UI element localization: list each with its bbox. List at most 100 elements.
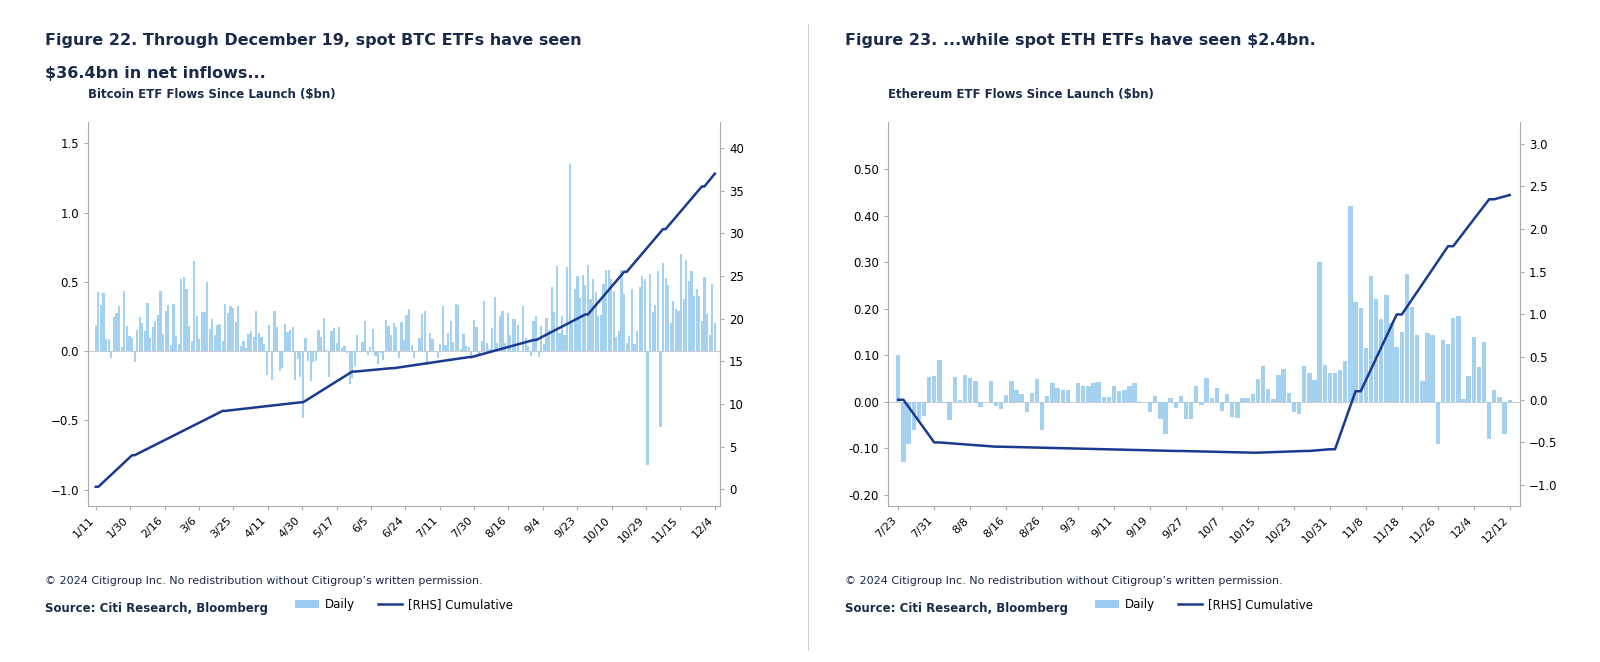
Bar — [1286, 393, 1291, 402]
Bar — [126, 326, 128, 351]
Bar — [1486, 402, 1491, 439]
Bar — [1075, 383, 1080, 402]
Bar — [1384, 295, 1389, 402]
Bar — [530, 351, 533, 355]
Bar — [517, 324, 518, 351]
Bar — [382, 351, 384, 359]
Bar — [253, 337, 254, 351]
Bar — [550, 287, 552, 351]
Bar — [432, 339, 434, 351]
Bar — [1493, 391, 1496, 402]
Bar — [709, 335, 710, 351]
Bar — [154, 322, 157, 351]
Bar — [597, 316, 600, 351]
Bar — [1374, 299, 1378, 402]
Bar — [1370, 276, 1373, 402]
Bar — [229, 306, 232, 351]
Bar — [1317, 262, 1322, 402]
Bar — [1282, 369, 1286, 402]
Bar — [357, 335, 358, 351]
Bar — [509, 335, 512, 351]
Bar — [528, 346, 530, 351]
Bar — [157, 315, 158, 351]
Bar — [546, 318, 547, 351]
Bar — [680, 254, 682, 351]
Bar — [1410, 307, 1414, 402]
Bar — [307, 351, 309, 361]
Bar — [1354, 302, 1358, 402]
Bar — [206, 281, 208, 351]
Bar — [454, 305, 458, 351]
Bar — [563, 335, 566, 351]
Bar — [211, 318, 213, 351]
Bar — [165, 310, 166, 351]
Bar — [102, 293, 104, 351]
Bar — [398, 351, 400, 358]
Bar — [589, 299, 592, 351]
Bar — [1091, 383, 1096, 402]
Bar — [346, 351, 349, 354]
Bar — [133, 351, 136, 362]
Bar — [1003, 395, 1008, 402]
Bar — [245, 348, 246, 351]
Bar — [208, 330, 211, 351]
Bar — [128, 336, 131, 351]
Bar — [667, 285, 669, 351]
Bar — [1158, 402, 1163, 419]
Bar — [296, 351, 299, 359]
Bar — [98, 292, 99, 351]
Bar — [419, 338, 421, 351]
Bar — [413, 351, 416, 358]
Bar — [685, 260, 688, 351]
Bar — [504, 344, 506, 351]
Bar — [710, 283, 714, 351]
Bar — [426, 351, 429, 365]
Bar — [1451, 318, 1456, 402]
Bar — [235, 322, 237, 351]
Bar — [501, 310, 504, 351]
Bar — [392, 323, 395, 351]
Bar — [912, 402, 915, 430]
Bar — [634, 344, 635, 351]
Bar — [429, 333, 430, 351]
Bar — [704, 277, 706, 351]
Bar — [1338, 370, 1342, 402]
Bar — [602, 284, 605, 351]
Bar — [1189, 402, 1194, 419]
Bar — [221, 341, 224, 351]
Text: Source: Citi Research, Bloomberg: Source: Citi Research, Bloomberg — [845, 602, 1067, 616]
Bar — [672, 301, 675, 351]
Bar — [186, 289, 187, 351]
Bar — [219, 324, 221, 351]
Bar — [512, 318, 514, 351]
Bar — [938, 360, 941, 402]
Bar — [486, 343, 488, 351]
Bar — [629, 336, 630, 351]
Bar — [123, 291, 125, 351]
Bar — [395, 326, 397, 351]
Bar — [493, 297, 496, 351]
Bar — [141, 322, 144, 351]
Bar — [315, 351, 317, 361]
Bar — [366, 351, 370, 355]
Bar — [520, 351, 522, 352]
Bar — [1102, 397, 1106, 402]
Bar — [662, 263, 664, 351]
Bar — [403, 340, 405, 351]
Bar — [522, 306, 525, 351]
Bar — [491, 328, 493, 351]
Bar — [688, 281, 690, 351]
Bar — [160, 291, 162, 351]
Text: Ethereum ETF Flows Since Launch ($bn): Ethereum ETF Flows Since Launch ($bn) — [888, 88, 1154, 101]
Bar — [541, 326, 542, 351]
Bar — [182, 277, 186, 351]
Bar — [323, 318, 325, 351]
Bar — [1014, 390, 1019, 402]
Bar — [558, 333, 560, 351]
Bar — [568, 164, 571, 351]
Bar — [1133, 383, 1138, 402]
Bar — [1112, 386, 1117, 402]
Bar — [453, 342, 454, 351]
Bar — [374, 351, 376, 356]
Bar — [1226, 395, 1229, 402]
